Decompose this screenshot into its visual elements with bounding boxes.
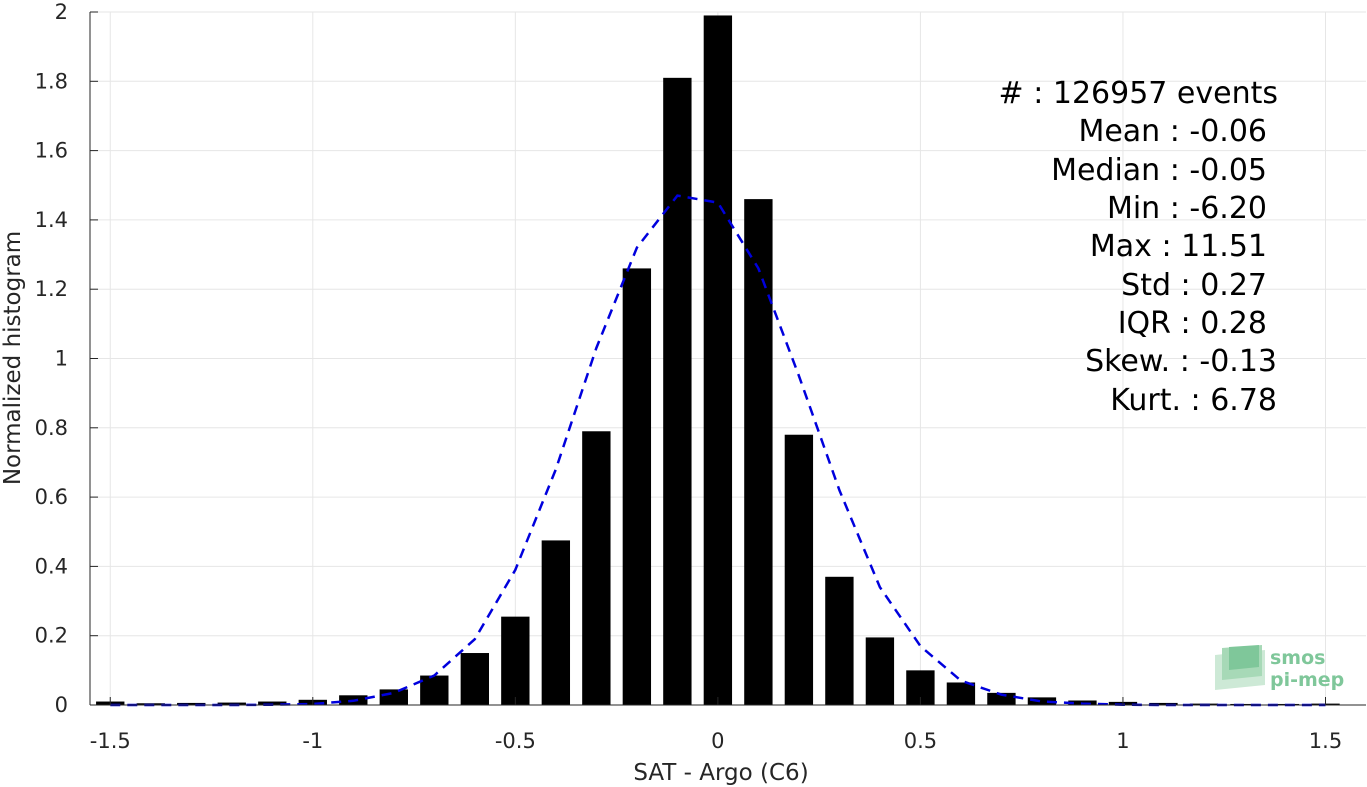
stat-min: Min : -6.20 [1107, 191, 1267, 226]
x-tick-label: 0.5 [904, 729, 937, 753]
histogram-bar [1230, 703, 1259, 705]
wave-logo-icon [1215, 645, 1265, 690]
histogram-bar [379, 689, 408, 705]
x-tick-label: 1.5 [1309, 729, 1342, 753]
histogram-bar [177, 702, 206, 705]
histogram-bar [258, 701, 287, 705]
histogram-bar [541, 540, 571, 705]
smos-pimep-logo: smos pi-mep [1215, 645, 1344, 691]
histogram-bar [1149, 702, 1178, 705]
histogram-bar [582, 431, 611, 705]
y-tick-label: 0 [55, 693, 68, 717]
histogram-bar [460, 653, 490, 705]
histogram-bar [865, 637, 895, 705]
y-tick-label: 0.8 [35, 416, 68, 440]
y-tick-label: 1.8 [35, 69, 68, 93]
histogram-bar [825, 576, 854, 705]
ticks: -1.5 -1 -0.5 0 0.5 1 1.5 0 0.2 0.4 0.6 0.8 1 1.2 1.4 1.… [35, 0, 1343, 753]
stats-annotation: # : 126957 events Mean : -0.06 Median : … [999, 76, 1278, 418]
histogram-bar [420, 675, 449, 705]
stat-std: Std : 0.27 [1121, 268, 1267, 303]
stat-iqr: IQR : 0.28 [1118, 306, 1267, 341]
stat-kurt: Kurt. : 6.78 [1110, 383, 1277, 418]
y-tick-label: 0.6 [35, 485, 68, 509]
histogram-bar [784, 434, 814, 705]
histogram-bar [703, 15, 733, 705]
y-tick-label: 0.2 [35, 624, 68, 648]
logo-text-pimep: pi-mep [1270, 669, 1344, 691]
histogram-bar [1027, 697, 1057, 705]
stat-mean: Mean : -0.06 [1078, 114, 1267, 149]
stat-max: Max : 11.51 [1090, 229, 1267, 264]
x-tick-label: -1.5 [90, 729, 131, 753]
histogram-bar [744, 199, 773, 706]
x-axis-label: SAT - Argo (C6) [633, 760, 808, 786]
x-tick-label: 1 [1116, 729, 1129, 753]
stat-events: # : 126957 events [999, 76, 1278, 111]
y-tick-label: 1.2 [35, 277, 68, 301]
y-tick-label: 1.6 [35, 139, 68, 163]
histogram-bar [663, 77, 692, 705]
histogram-bar [622, 268, 652, 705]
histogram-bar [501, 616, 530, 705]
y-tick-label: 2 [55, 0, 68, 24]
stat-median: Median : -0.05 [1051, 153, 1267, 188]
y-tick-label: 1 [55, 347, 68, 371]
x-tick-label: -0.5 [495, 729, 536, 753]
x-tick-label: -1 [302, 729, 323, 753]
x-tick-label: 0 [711, 729, 724, 753]
histogram-bar [946, 682, 976, 705]
y-tick-label: 0.4 [35, 554, 68, 578]
y-tick-label: 1.4 [35, 208, 68, 232]
y-axis-label: Normalized histogram [0, 231, 26, 485]
stat-skew: Skew. : -0.13 [1085, 344, 1277, 379]
histogram-bar [987, 692, 1016, 705]
logo-text-smos: smos [1270, 647, 1325, 669]
